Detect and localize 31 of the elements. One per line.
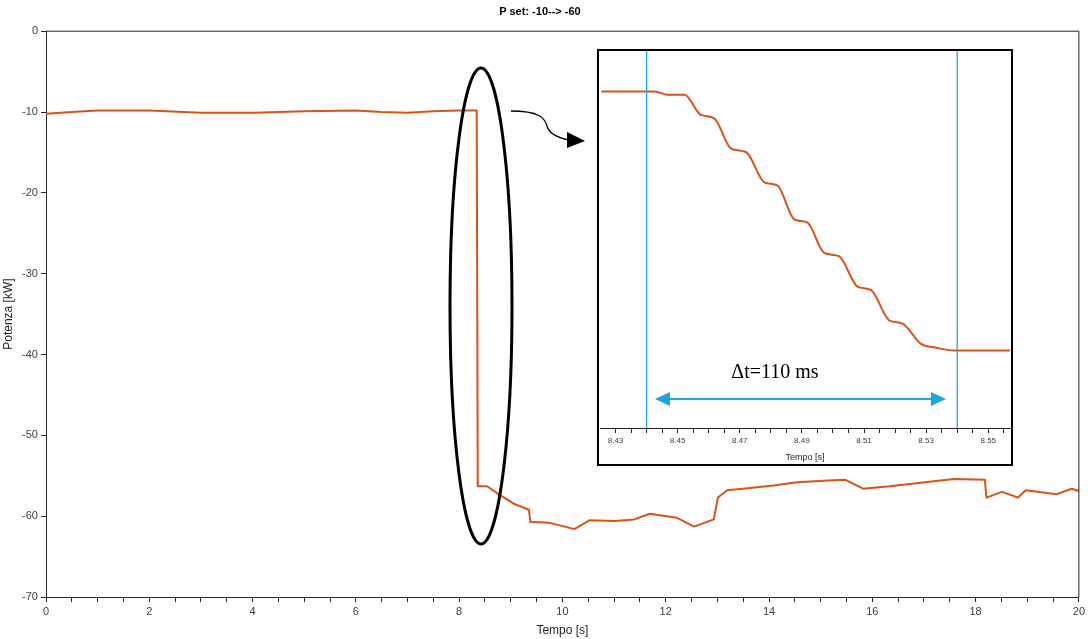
x-tick-label: 8.45 (669, 436, 686, 445)
x-tick-label: 8.51 (856, 436, 873, 445)
x-tick-label: 8.55 (980, 436, 997, 445)
chart-title: P set: -10--> -60 (499, 4, 581, 17)
x-axis-title: Tempo [s] (536, 623, 589, 638)
y-axis-title: Potenza [kW] (0, 278, 15, 350)
x-tick-label: 4 (249, 604, 256, 617)
y-tick-label: -30 (22, 266, 38, 279)
x-tick-label: 8.43 (607, 436, 624, 445)
x-tick-label: 12 (659, 604, 672, 617)
x-tick-label: 18 (969, 604, 982, 617)
x-tick-label: 8.53 (918, 436, 935, 445)
x-tick-label: 10 (556, 604, 569, 617)
y-tick-label: -70 (22, 590, 38, 603)
y-tick-label: -10 (22, 105, 38, 118)
y-tick-label: -40 (22, 347, 38, 360)
x-tick-label: 8.47 (731, 436, 749, 445)
x-tick-label: 8 (456, 604, 463, 617)
x-tick-label: 2 (146, 604, 153, 617)
x-tick-label: 6 (352, 604, 359, 617)
x-tick-label: 14 (762, 604, 776, 617)
annotation: Δt=110 ms (731, 359, 819, 382)
y-tick-label: -50 (22, 428, 38, 441)
y-tick-label: 0 (31, 24, 38, 37)
x-tick-label: 20 (1072, 604, 1086, 617)
x-tick-label: 8.49 (794, 436, 811, 445)
x-tick-label: 16 (866, 604, 879, 617)
x-axis-title: Tempo [s] (785, 452, 825, 463)
x-tick-label: 0 (42, 604, 50, 617)
y-tick-label: -20 (22, 185, 38, 198)
y-tick-label: -60 (22, 509, 38, 522)
